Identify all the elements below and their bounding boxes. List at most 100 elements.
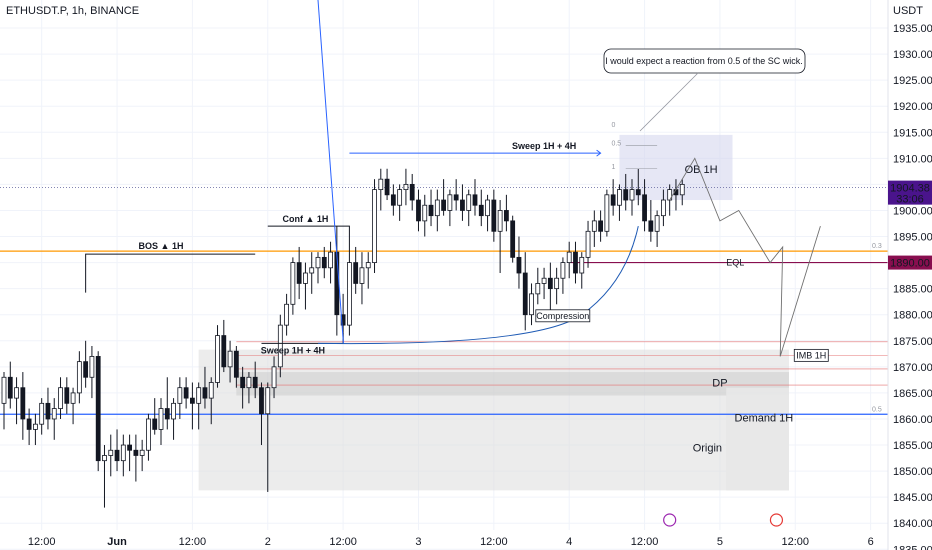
candle-body (20, 387, 26, 420)
candle-body (585, 230, 591, 258)
x-tick-label: 3 (415, 536, 421, 548)
candle-body (208, 382, 214, 399)
candle-body (598, 220, 603, 232)
candle-body (76, 361, 82, 394)
sweep-top-arrow (596, 149, 602, 157)
candle-body (246, 376, 252, 389)
candle-body (39, 402, 45, 425)
y-tick-label: 1880.00 (893, 310, 932, 322)
candle-body (152, 418, 158, 430)
x-tick-label: 12:00 (631, 536, 659, 548)
candle-body (547, 277, 553, 290)
candle-body (64, 387, 70, 404)
candle-body (95, 356, 101, 462)
candle-body (58, 387, 63, 409)
compression-label: Compression (536, 311, 589, 321)
y-tick-label: 1855.00 (893, 440, 932, 452)
candle-body (604, 194, 610, 232)
candle-body (83, 361, 89, 378)
y-tick-label: 1895.00 (893, 232, 932, 244)
candle-body (654, 215, 660, 232)
dp-zone (236, 372, 790, 396)
candle-body (384, 178, 390, 196)
candle-body (535, 283, 541, 295)
candle-body (51, 408, 57, 420)
x-tick-label: 12:00 (782, 536, 810, 548)
candle-body (359, 267, 365, 284)
candle-body (14, 387, 19, 399)
candle-body (346, 262, 352, 326)
candle-body (453, 194, 459, 201)
projection-path (669, 157, 821, 357)
y-tick-label: 1835.00 (893, 544, 932, 550)
candle-body (102, 455, 107, 462)
candle-body (259, 387, 264, 415)
candle-body (271, 366, 277, 389)
y-tick-label: 1915.00 (893, 127, 932, 139)
candle-body (328, 251, 333, 269)
candle-body (422, 204, 428, 222)
candle-body (378, 178, 384, 191)
candle-body (127, 444, 132, 451)
candle-body (177, 387, 183, 404)
ob-label: OB 1H (685, 164, 718, 176)
origin-zone (198, 349, 789, 491)
candle-body (353, 262, 359, 284)
fib-label: 1 (611, 164, 615, 171)
candle-body (466, 194, 472, 211)
candle-body (497, 210, 503, 232)
candle-body (434, 199, 440, 217)
imb-label: IMB 1H (796, 350, 826, 360)
candle-body (642, 194, 647, 222)
symbol-title: ETHUSDT.P, 1h, BINANCE (6, 5, 139, 17)
candle-body (617, 189, 622, 206)
candle-body (529, 293, 534, 316)
y-tick-label: 1875.00 (893, 336, 932, 348)
candle-body (623, 189, 629, 201)
candle-body (372, 189, 377, 263)
candle-body (120, 444, 126, 462)
candle-body (303, 272, 308, 284)
candle-body (240, 376, 246, 389)
zones (198, 134, 790, 491)
x-tick-label: 4 (566, 536, 572, 548)
candle-body (403, 183, 409, 191)
candle-body (390, 194, 396, 206)
economic-event-icon (769, 513, 784, 527)
candle-body (321, 256, 327, 269)
y-tick-label: 1865.00 (893, 388, 932, 400)
candle-body (472, 194, 478, 206)
x-tick-label: 5 (717, 536, 723, 548)
candle-body (70, 392, 76, 404)
candle-body (579, 256, 585, 274)
candle-body (573, 251, 578, 274)
x-tick-label: 2 (265, 536, 271, 548)
price-axis-tag-sub: 33:06 (896, 194, 924, 206)
candle-body (202, 387, 208, 399)
candle-body (629, 189, 635, 201)
candle-body (290, 262, 296, 305)
candle-body (1, 376, 7, 404)
candle-body (566, 251, 572, 263)
candles (1, 168, 685, 508)
x-tick-label: 12:00 (329, 536, 357, 548)
candle-body (365, 262, 371, 269)
candle-body (158, 408, 164, 430)
candle-body (196, 387, 202, 404)
candle-body (89, 356, 95, 378)
candle-body (416, 199, 421, 222)
candle-body (409, 183, 415, 201)
candle-body (334, 251, 340, 316)
dp-label: DP (712, 377, 727, 389)
candle-body (45, 402, 51, 420)
y-tick-label: 1870.00 (893, 362, 932, 374)
candle-body (428, 204, 434, 217)
candle-body (277, 324, 283, 368)
candle-body (284, 303, 290, 326)
y-tick-label: 1935.00 (893, 23, 932, 35)
price-axis-tag (888, 180, 932, 205)
candle-body (171, 402, 176, 420)
candle-body (591, 220, 597, 232)
bos-label: BOS ▲ 1H (139, 241, 184, 251)
